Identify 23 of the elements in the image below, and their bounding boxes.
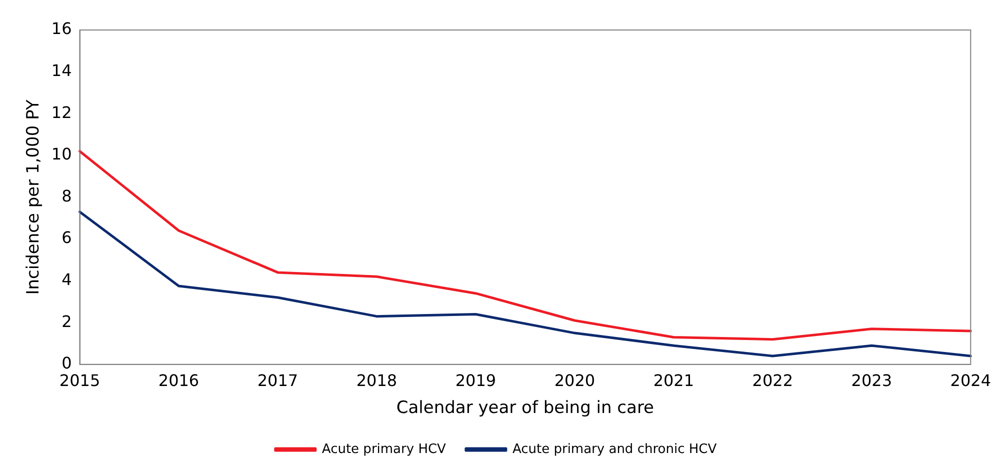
legend-label: Acute primary HCV bbox=[322, 442, 446, 457]
x-tick-label: 2015 bbox=[59, 371, 100, 390]
y-tick-label: 2 bbox=[62, 312, 72, 331]
x-tick-label: 2023 bbox=[851, 371, 892, 390]
y-tick-label: 10 bbox=[51, 144, 72, 164]
x-tick-label: 2022 bbox=[752, 371, 794, 390]
legend-label: Acute primary and chronic HCV bbox=[512, 442, 717, 457]
y-tick-label: 6 bbox=[62, 228, 72, 248]
y-axis-title: Incidence per 1,000 PY bbox=[24, 99, 44, 295]
y-tick-label: 14 bbox=[51, 60, 72, 80]
x-tick-label: 2024 bbox=[950, 371, 991, 390]
x-tick-label: 2016 bbox=[158, 371, 200, 390]
x-tick-label: 2017 bbox=[257, 371, 298, 390]
y-tick-label: 12 bbox=[51, 102, 72, 122]
y-tick-label: 4 bbox=[62, 270, 72, 289]
x-tick-label: 2021 bbox=[653, 371, 694, 390]
y-tick-label: 16 bbox=[51, 19, 72, 38]
y-tick-label: 0 bbox=[62, 354, 72, 373]
x-axis-title: Calendar year of being in care bbox=[396, 398, 654, 418]
x-tick-label: 2020 bbox=[554, 371, 596, 390]
y-tick-label: 8 bbox=[62, 186, 72, 206]
x-tick-label: 2019 bbox=[455, 371, 496, 390]
x-tick-label: 2018 bbox=[356, 371, 398, 390]
